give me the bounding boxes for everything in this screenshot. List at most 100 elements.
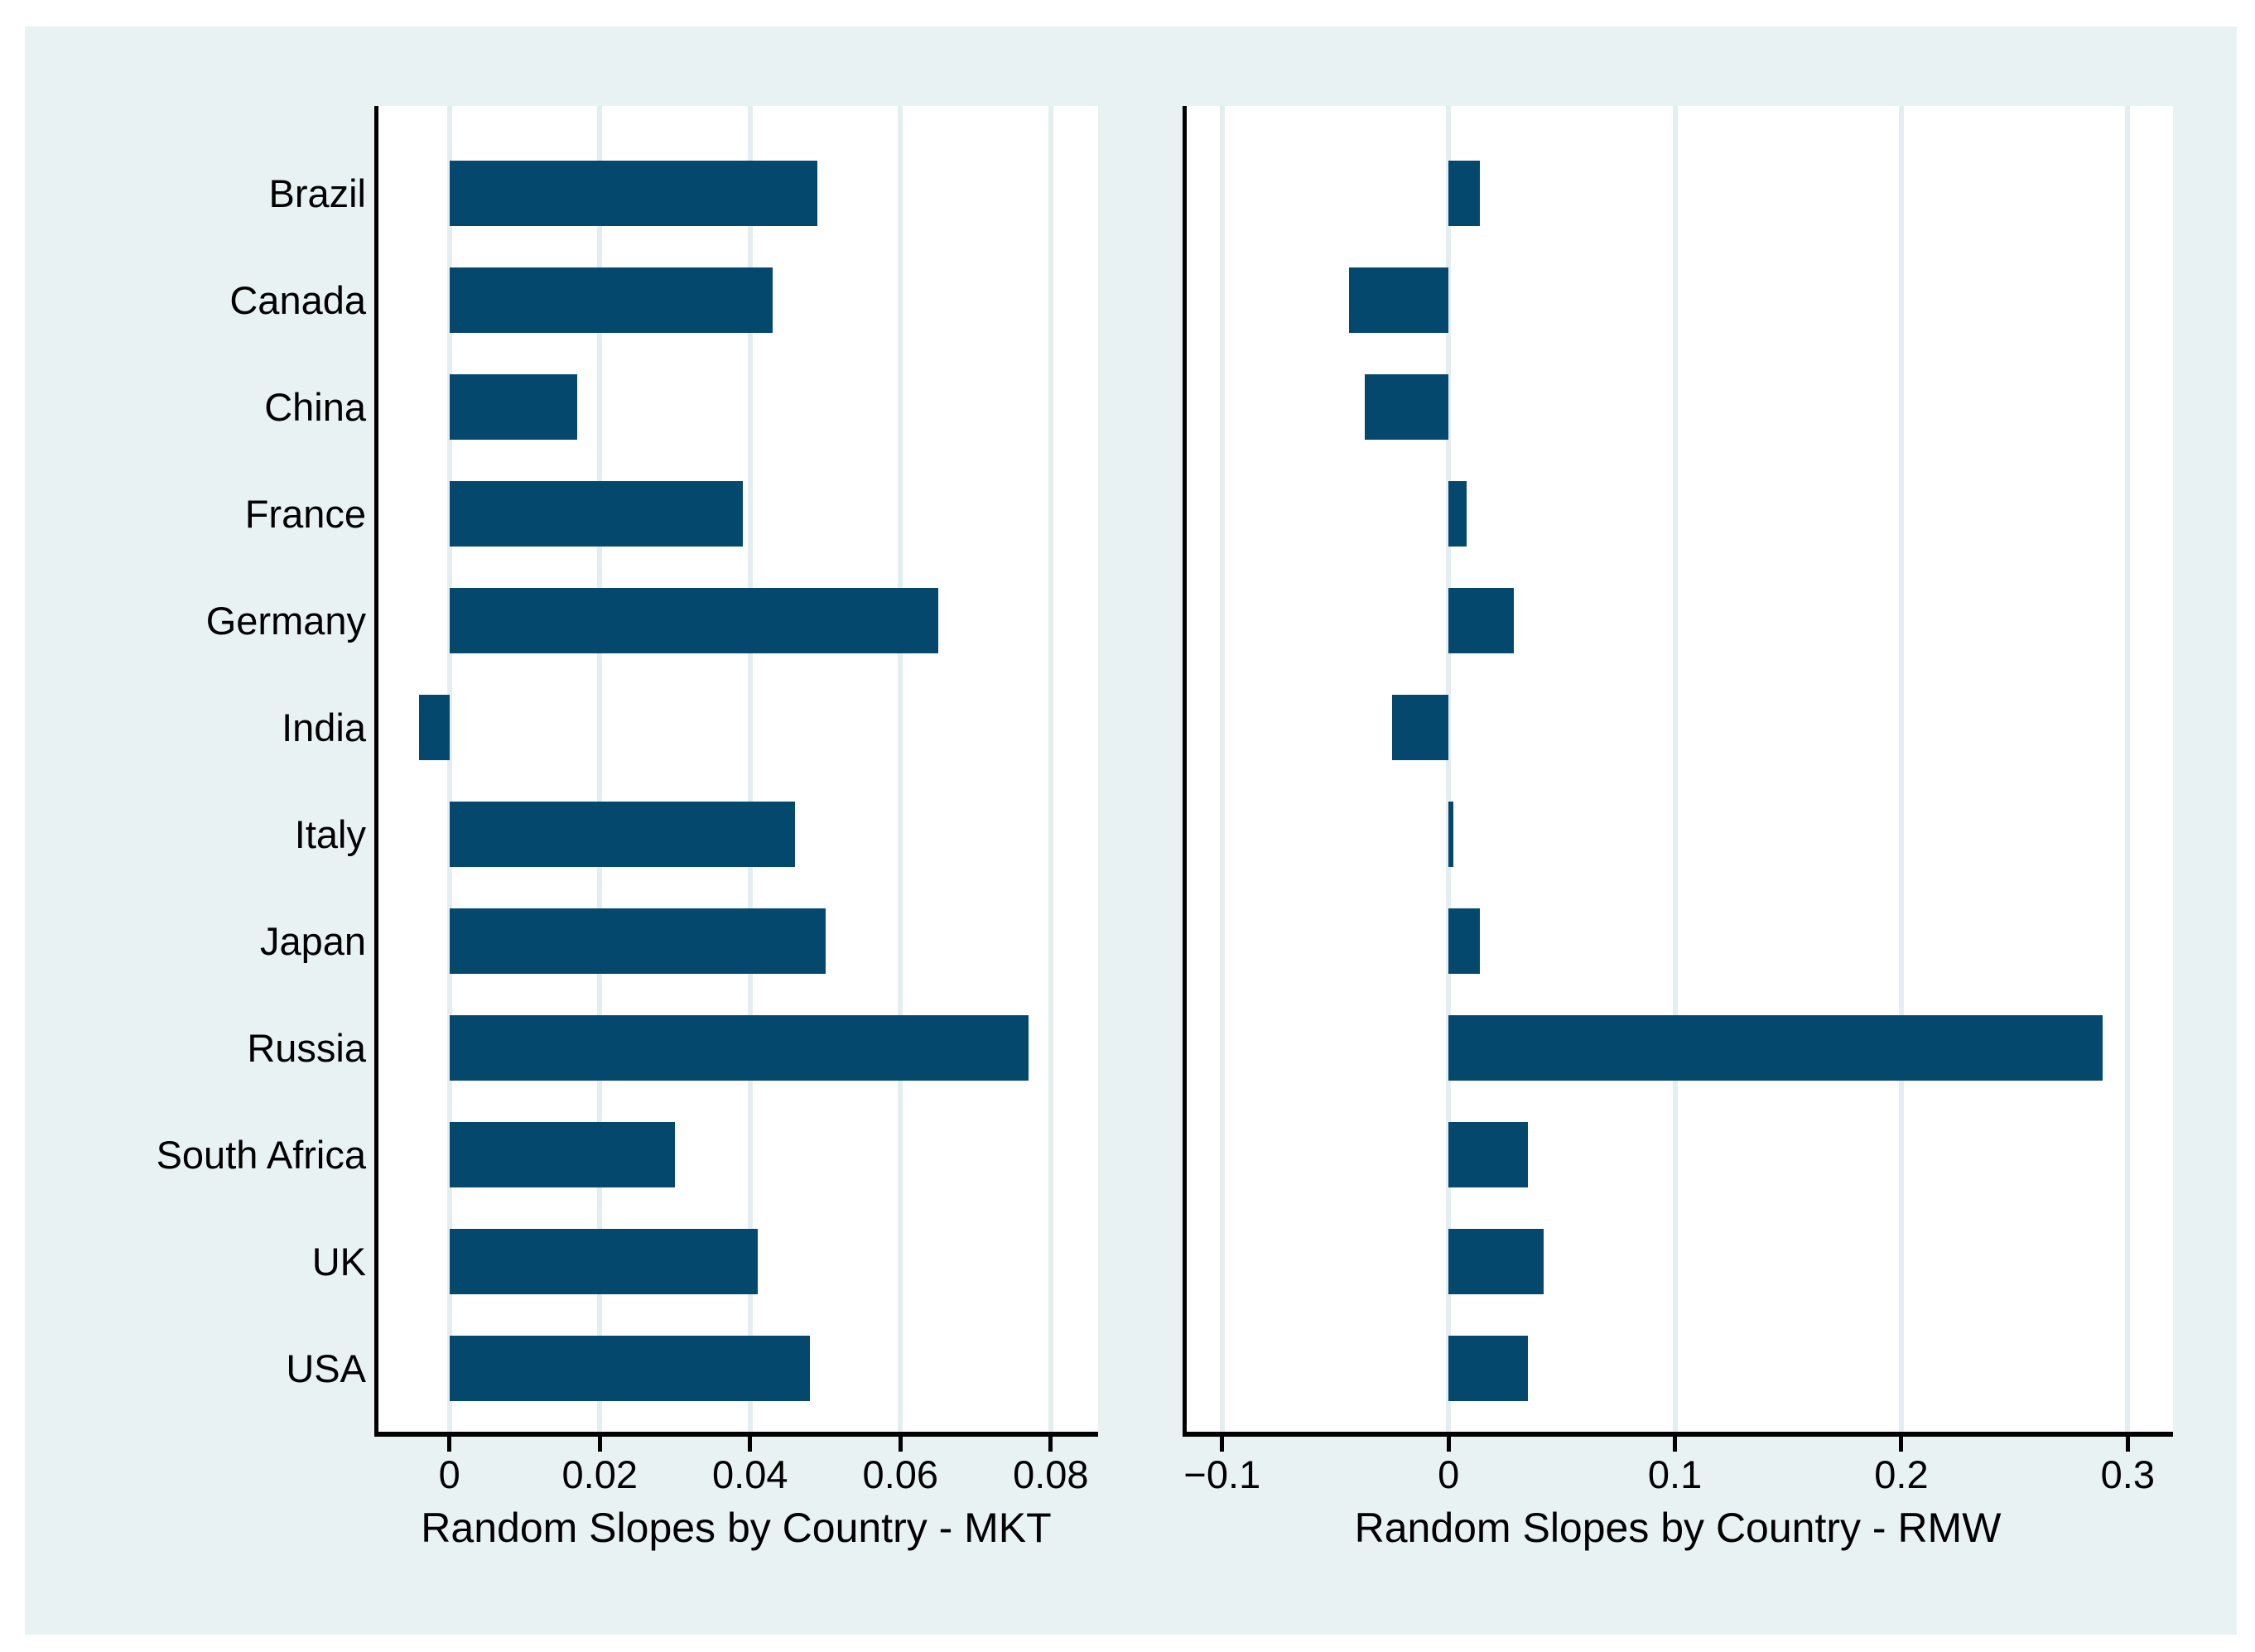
bar-germany xyxy=(449,588,938,653)
bar-row-uk xyxy=(1183,1208,2173,1315)
bar-russia xyxy=(1448,1015,2103,1081)
x-tick xyxy=(1446,1437,1451,1452)
gridline xyxy=(1898,106,1904,1432)
category-label-row: Russia xyxy=(50,995,366,1101)
bar-india xyxy=(1391,695,1449,760)
x-tick-label: 0.06 xyxy=(862,1452,939,1496)
category-axis-labels: Brazil Canada China France Germany India Italy… xyxy=(50,140,366,1422)
category-label-usa: USA xyxy=(286,1346,366,1390)
bar-row-south-africa xyxy=(1183,1101,2173,1208)
bar-italy xyxy=(1448,802,1453,867)
gridline xyxy=(898,106,903,1432)
x-tick-label: 0.2 xyxy=(1874,1452,1929,1496)
x-tick-label: 0 xyxy=(438,1452,460,1496)
category-label-russia: Russia xyxy=(247,1026,366,1070)
x-tick-label: 0.1 xyxy=(1647,1452,1703,1496)
category-label-row: China xyxy=(50,354,366,460)
gridline xyxy=(446,106,452,1432)
gridlines-rmw xyxy=(1183,106,2173,1432)
bar-row-brazil xyxy=(374,140,1098,247)
x-tick xyxy=(1673,1437,1678,1452)
bar-usa xyxy=(1448,1336,1528,1401)
category-label-south-africa: South Africa xyxy=(156,1133,366,1177)
bar-china xyxy=(449,374,578,440)
bar-row-italy xyxy=(374,781,1098,888)
gridline xyxy=(747,106,753,1432)
bar-row-italy xyxy=(1183,781,2173,888)
category-label-canada: Canada xyxy=(229,278,366,322)
bar-canada xyxy=(1348,267,1449,333)
x-ticks-mkt: 0 0.02 0.04 0.06 0.08 xyxy=(374,106,1098,1494)
bar-row-south-africa xyxy=(374,1101,1098,1208)
bar-brazil xyxy=(449,161,818,226)
x-tick xyxy=(1220,1437,1225,1452)
bar-row-china xyxy=(374,354,1098,460)
x-axis-title-rmw: Random Slopes by Country - RMW xyxy=(1354,1505,2002,1551)
category-label-uk: UK xyxy=(311,1240,366,1284)
category-label-row: Italy xyxy=(50,781,366,888)
bar-china xyxy=(1365,374,1449,440)
bar-row-germany xyxy=(1183,567,2173,674)
gridline xyxy=(1672,106,1678,1432)
bar-row-russia xyxy=(374,995,1098,1101)
panel-mkt-plot-area: 0 0.02 0.04 0.06 0.08 Random Slopes by Count… xyxy=(374,106,1098,1548)
bar-row-india xyxy=(374,674,1098,781)
x-tick xyxy=(447,1437,452,1452)
y-axis-line-rmw xyxy=(1183,106,1187,1432)
x-axis-title-mkt: Random Slopes by Country - MKT xyxy=(421,1505,1052,1551)
y-axis-line-mkt xyxy=(374,106,378,1432)
bar-south-africa xyxy=(449,1122,676,1187)
x-tick-label: 0.02 xyxy=(561,1452,638,1496)
bar-south-africa xyxy=(1448,1122,1528,1187)
category-label-japan: Japan xyxy=(259,919,366,963)
x-axis-line-rmw xyxy=(1183,1432,2173,1437)
bar-row-india xyxy=(1183,674,2173,781)
x-tick-label: 0.08 xyxy=(1013,1452,1089,1496)
bar-germany xyxy=(1448,588,1515,653)
bar-russia xyxy=(449,1015,1029,1081)
x-ticks-rmw: −0.1 0 0.1 0.2 0.3 xyxy=(1183,106,2173,1494)
bar-france xyxy=(1448,481,1467,547)
bar-row-china xyxy=(1183,354,2173,460)
category-label-row: Germany xyxy=(50,567,366,674)
category-label-germany: Germany xyxy=(205,599,366,643)
gridline xyxy=(1446,106,1452,1432)
x-tick xyxy=(2125,1437,2130,1452)
bar-japan xyxy=(1448,908,1481,974)
bar-row-uk xyxy=(374,1208,1098,1315)
bar-canada xyxy=(449,267,773,333)
category-label-row: Brazil xyxy=(50,140,366,247)
bar-row-france xyxy=(1183,460,2173,567)
bar-row-japan xyxy=(1183,888,2173,995)
x-tick-label: 0 xyxy=(1438,1452,1460,1496)
x-tick xyxy=(898,1437,903,1452)
bar-usa xyxy=(449,1336,811,1401)
gridlines-mkt xyxy=(374,106,1098,1432)
bar-row-usa xyxy=(1183,1315,2173,1422)
bar-row-japan xyxy=(374,888,1098,995)
bar-row-france xyxy=(374,460,1098,567)
bar-japan xyxy=(449,908,826,974)
gridline xyxy=(1048,106,1053,1432)
bar-row-brazil xyxy=(1183,140,2173,247)
bar-row-germany xyxy=(374,567,1098,674)
gridline xyxy=(2125,106,2131,1432)
bars-rmw xyxy=(1183,140,2173,1422)
category-label-brazil: Brazil xyxy=(268,171,366,215)
x-tick xyxy=(597,1437,602,1452)
category-label-india: India xyxy=(282,706,366,749)
x-tick-label: 0.04 xyxy=(712,1452,788,1496)
x-tick-label: −0.1 xyxy=(1183,1452,1261,1496)
bar-row-canada xyxy=(374,247,1098,354)
bar-brazil xyxy=(1448,161,1481,226)
bar-france xyxy=(449,481,743,547)
category-label-row: UK xyxy=(50,1208,366,1315)
panel-rmw-plot-area: −0.1 0 0.1 0.2 0.3 Random Slopes by Country … xyxy=(1183,106,2173,1548)
category-label-row: South Africa xyxy=(50,1101,366,1208)
category-label-row: Canada xyxy=(50,247,366,354)
x-tick xyxy=(748,1437,753,1452)
category-label-china: China xyxy=(264,385,366,429)
bar-row-usa xyxy=(374,1315,1098,1422)
bar-uk xyxy=(1448,1229,1544,1294)
